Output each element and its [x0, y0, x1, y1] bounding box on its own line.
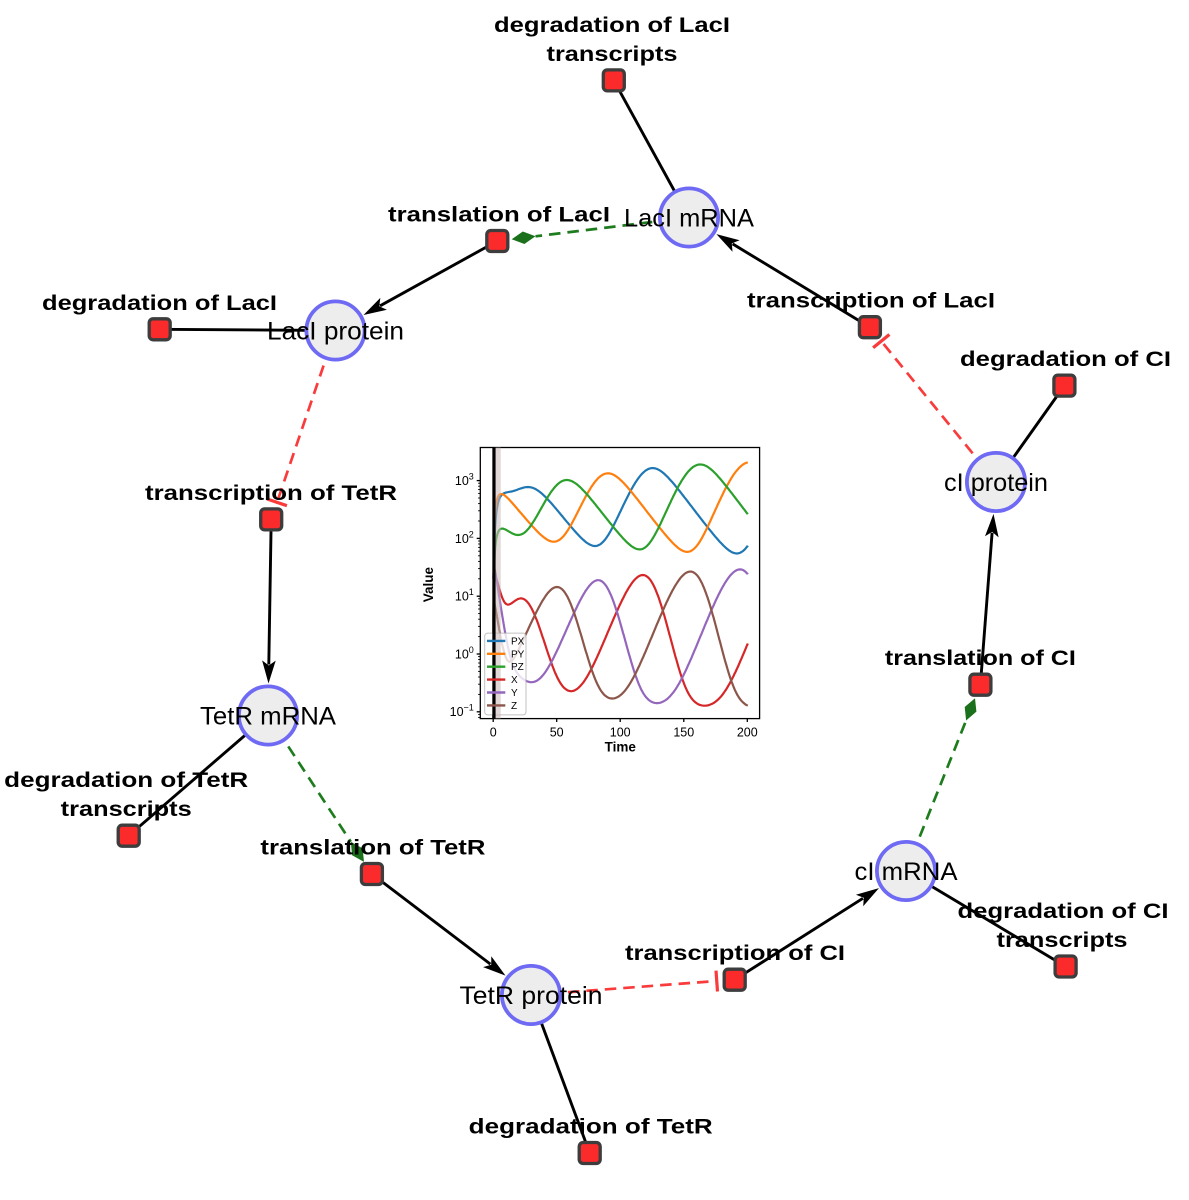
svg-text:X: X — [511, 675, 518, 686]
svg-text:100: 100 — [610, 725, 631, 739]
svg-text:transcripts: transcripts — [547, 42, 678, 66]
svg-text:cI protein: cI protein — [944, 469, 1048, 497]
svg-text:LacI mRNA: LacI mRNA — [624, 204, 754, 232]
svg-text:transcription of TetR: transcription of TetR — [145, 481, 398, 505]
svg-text:Y: Y — [511, 688, 518, 699]
svg-text:PY: PY — [511, 649, 525, 660]
svg-text:Value: Value — [421, 566, 436, 602]
svg-text:TetR protein: TetR protein — [460, 982, 603, 1010]
svg-text:transcripts: transcripts — [61, 797, 192, 821]
svg-text:translation of TetR: translation of TetR — [260, 836, 486, 860]
svg-text:cI mRNA: cI mRNA — [855, 858, 958, 886]
svg-text:degradation of CI: degradation of CI — [958, 899, 1169, 923]
svg-text:PX: PX — [511, 636, 525, 647]
svg-text:PZ: PZ — [511, 662, 524, 673]
svg-text:150: 150 — [673, 725, 694, 739]
svg-text:50: 50 — [550, 725, 564, 739]
svg-text:translation of LacI: translation of LacI — [388, 203, 610, 227]
svg-text:TetR mRNA: TetR mRNA — [200, 702, 336, 730]
svg-text:translation of CI: translation of CI — [885, 646, 1076, 670]
svg-text:LacI protein: LacI protein — [267, 317, 404, 345]
svg-text:200: 200 — [737, 725, 758, 739]
svg-text:Z: Z — [511, 701, 517, 712]
svg-text:transcription of LacI: transcription of LacI — [747, 289, 995, 313]
svg-text:Time: Time — [605, 740, 637, 755]
svg-text:transcripts: transcripts — [997, 928, 1128, 952]
svg-text:degradation of LacI: degradation of LacI — [494, 13, 730, 37]
svg-text:degradation of LacI: degradation of LacI — [42, 291, 277, 315]
svg-text:0: 0 — [490, 725, 497, 739]
svg-text:degradation of TetR: degradation of TetR — [4, 768, 249, 792]
svg-text:degradation of TetR: degradation of TetR — [469, 1115, 714, 1139]
svg-text:degradation of CI: degradation of CI — [960, 347, 1171, 371]
svg-text:transcription of CI: transcription of CI — [625, 941, 845, 965]
